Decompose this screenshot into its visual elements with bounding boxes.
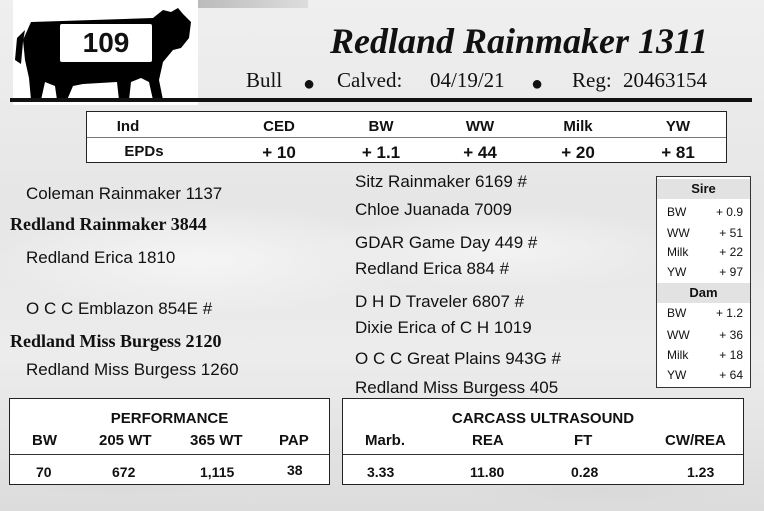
animal-name-title: Redland Rainmaker 1311 (330, 21, 709, 61)
dam-epd-value: + 64 (719, 368, 743, 382)
gg-dam-dam-sire: O C C Great Plains 943G # (355, 349, 561, 368)
parent-epd-box: Sire BW + 0.9 WW + 51 Milk + 22 YW + 97 … (656, 176, 751, 388)
dam-epd-value: + 36 (719, 328, 743, 342)
reg-label: Reg: (572, 68, 612, 92)
perf-value-365wt: 1,115 (200, 464, 235, 480)
perf-value-bw: 70 (36, 464, 52, 480)
epd-header-milk: Milk (563, 118, 593, 135)
carcass-title: CARCASS ULTRASOUND (451, 410, 635, 427)
gg-dam-dam-dam: Redland Miss Burgess 405 (355, 378, 559, 397)
dam-epd-label: Milk (667, 348, 689, 362)
epd-header-ced: CED (263, 118, 295, 135)
sire-dam: Redland Erica 1810 (26, 248, 176, 267)
performance-table: PERFORMANCE BW 205 WT 365 WT PAP 70 672 … (9, 398, 330, 485)
carcass-header-cwrea: CW/REA (665, 432, 726, 449)
epd-row-label-top: Ind (116, 118, 140, 135)
sire-epd-label: WW (667, 226, 690, 240)
sire-epd-value: + 0.9 (715, 205, 743, 219)
epd-value-milk: + 20 (561, 143, 595, 162)
epd-row-divider (87, 137, 726, 138)
carcass-header-marb: Marb. (365, 432, 406, 449)
dam-dam: Redland Miss Burgess 1260 (26, 360, 239, 379)
perf-header-365wt: 365 WT (190, 432, 243, 449)
perf-header-bw: BW (32, 432, 57, 449)
sire-epd-title: Sire (657, 179, 750, 199)
calved-date: 04/19/21 (430, 68, 505, 92)
bullet-icon: ● (531, 73, 544, 95)
epd-value-ww: + 44 (463, 143, 497, 162)
dam-sire: O C C Emblazon 854E # (26, 299, 213, 318)
epd-header-yw: YW (665, 118, 691, 135)
dam-epd-value: + 1.2 (715, 306, 743, 320)
perf-value-pap: 38 (287, 462, 303, 478)
perf-divider (10, 454, 329, 455)
perf-header-pap: PAP (279, 432, 309, 449)
reg-number: 20463154 (623, 68, 707, 92)
header-divider (10, 98, 752, 102)
sire-epd-label: YW (667, 265, 687, 279)
sire-sire: Coleman Rainmaker 1137 (26, 184, 223, 203)
carcass-value-marb: 3.33 (367, 464, 395, 480)
epd-table: Ind EPDs CED BW WW Milk YW + 10 + 1.1 + … (86, 111, 727, 163)
gg-dam-sire-sire: D H D Traveler 6807 # (355, 292, 525, 311)
dam-epd-label: WW (667, 328, 690, 342)
sire: Redland Rainmaker 3844 (10, 214, 207, 234)
carcass-value-cwrea: 1.23 (687, 464, 715, 480)
dam-epd-value: + 18 (719, 348, 743, 362)
epd-header-ww: WW (465, 118, 495, 135)
carcass-header-rea: REA (472, 432, 504, 449)
dam-epd-label: BW (667, 306, 687, 320)
gg-sire-sire-sire: Sitz Rainmaker 6169 # (355, 172, 527, 191)
bullet-icon: ● (303, 73, 316, 95)
sire-epd-label: Milk (667, 245, 689, 259)
carcass-value-ft: 0.28 (571, 464, 599, 480)
gg-sire-sire-dam: Chloe Juanada 7009 (355, 200, 512, 219)
epd-header-bw: BW (368, 118, 394, 135)
gg-sire-dam-sire: GDAR Game Day 449 # (355, 233, 538, 252)
gg-dam-sire-dam: Dixie Erica of C H 1019 (355, 318, 532, 337)
carcass-table: CARCASS ULTRASOUND Marb. REA FT CW/REA 3… (342, 398, 744, 485)
dam-epd-label: YW (667, 368, 687, 382)
perf-header-205wt: 205 WT (99, 432, 152, 449)
sire-epd-value: + 97 (719, 265, 743, 279)
sire-epd-label: BW (667, 205, 687, 219)
sire-epd-value: + 22 (719, 245, 743, 259)
epd-row-label-bottom: EPDs (124, 143, 164, 160)
calved-label: Calved: (337, 68, 403, 92)
gg-sire-dam-dam: Redland Erica 884 # (355, 259, 510, 278)
dam-epd-title: Dam (657, 283, 750, 303)
performance-title: PERFORMANCE (110, 410, 229, 427)
lot-number: 109 (60, 24, 152, 62)
epd-value-bw: + 1.1 (361, 143, 401, 162)
perf-value-205wt: 672 (112, 464, 136, 480)
carcass-value-rea: 11.80 (470, 464, 505, 480)
epd-value-ced: + 10 (262, 143, 296, 162)
top-decor-bar (198, 0, 308, 8)
carcass-divider (343, 454, 743, 455)
sex-label: Bull (246, 68, 283, 92)
sire-epd-value: + 51 (719, 226, 743, 240)
carcass-header-ft: FT (574, 432, 593, 449)
dam: Redland Miss Burgess 2120 (10, 331, 222, 351)
epd-value-yw: + 81 (661, 143, 695, 162)
